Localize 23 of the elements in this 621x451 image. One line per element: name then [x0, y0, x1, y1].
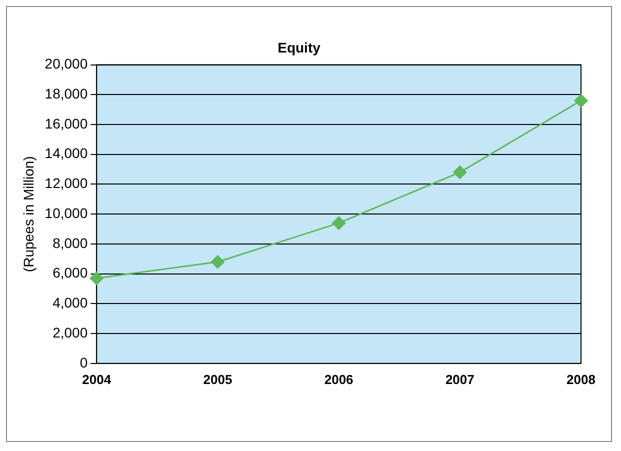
point	[453, 166, 467, 180]
y-tick-label: 8,000	[52, 234, 88, 251]
x-tick-label: 2004	[82, 372, 112, 387]
point	[90, 272, 104, 286]
y-tick-label: 6,000	[52, 264, 88, 281]
point	[574, 94, 588, 108]
y-tick-label: 20,000	[44, 56, 88, 72]
y-tick-label: 2,000	[52, 324, 88, 340]
y-tick-label: 10,000	[44, 204, 88, 221]
y-tick-label: 4,000	[52, 294, 88, 311]
y-tick-label: 16,000	[44, 115, 88, 132]
point	[210, 255, 224, 269]
y-tick-label: 14,000	[44, 145, 88, 162]
x-tick-label: 2008	[566, 372, 596, 387]
y-tick-label: 0	[80, 354, 88, 370]
x-tick-label: 2007	[445, 372, 474, 387]
y-tick-label: 18,000	[44, 86, 88, 102]
chart-title: Equity	[278, 39, 321, 56]
point	[332, 216, 346, 230]
x-tick-label: 2005	[203, 372, 232, 387]
x-tick-label: 2006	[324, 372, 354, 387]
y-axis-title: (Rupees in Million)	[20, 156, 36, 272]
y-tick-label: 12,000	[44, 175, 88, 192]
